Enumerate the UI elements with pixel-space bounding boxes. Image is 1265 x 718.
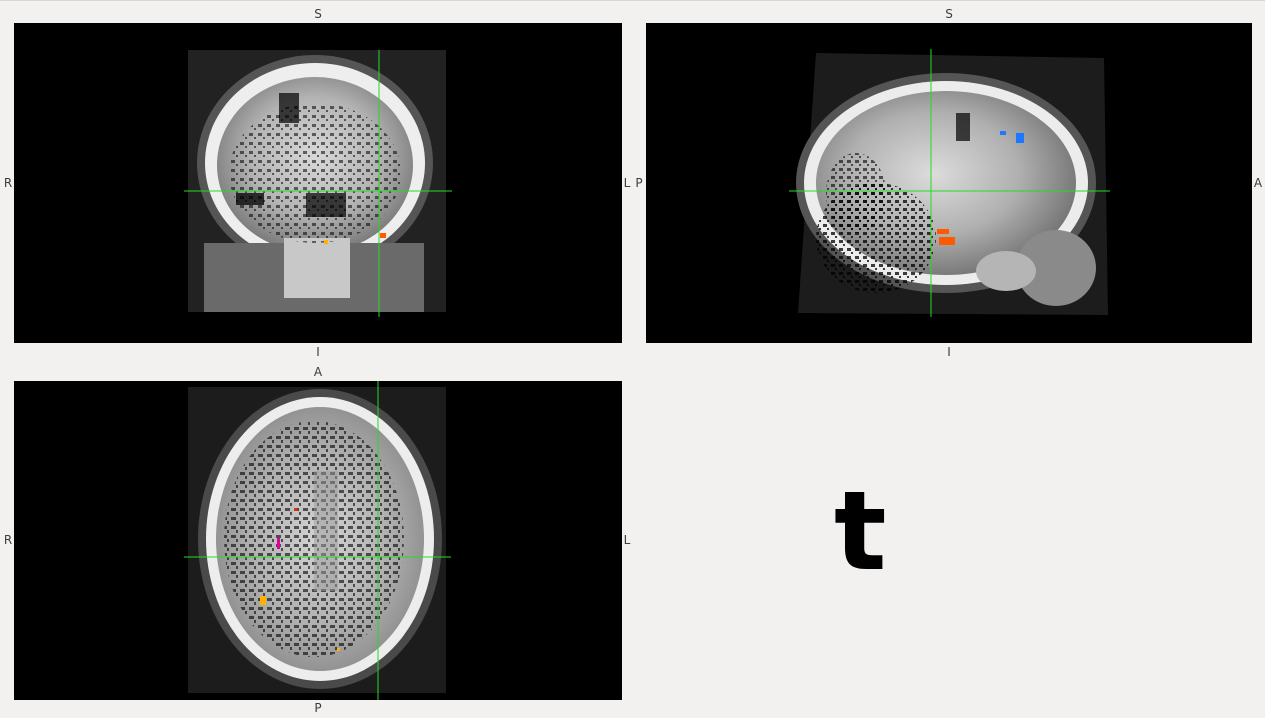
axial-view-canvas[interactable]	[14, 381, 622, 700]
sagittal-inferior-label: I	[947, 345, 951, 359]
sagittal-view-canvas[interactable]	[646, 23, 1252, 343]
sagittal-blob-blue-1	[1000, 131, 1006, 135]
coronal-blob-orange	[380, 233, 386, 238]
axial-blob-yellow-2	[337, 648, 340, 651]
sagittal-blob-orange-2	[939, 237, 955, 245]
coronal-inferior-label: I	[316, 345, 320, 359]
sagittal-superior-label: S	[945, 7, 953, 21]
sagittal-brain-image	[789, 49, 1110, 317]
coronal-brain-image	[184, 50, 452, 317]
axial-right-label: R	[3, 533, 13, 547]
overlay-name-label: t	[834, 467, 887, 595]
coronal-superior-label: S	[314, 7, 322, 21]
axial-blob-yellow-1	[260, 596, 266, 605]
coronal-left-label: L	[623, 176, 631, 190]
axial-brain-image	[184, 381, 451, 700]
coronal-blob-yellow	[324, 240, 328, 244]
coronal-view-canvas[interactable]	[14, 23, 622, 343]
axial-anterior-label: A	[313, 365, 323, 379]
axial-blob-magenta	[277, 538, 280, 549]
axial-left-label: L	[623, 533, 631, 547]
axial-posterior-label: P	[314, 701, 322, 715]
axial-blob-red	[294, 508, 297, 511]
sagittal-blob-orange-1	[937, 229, 949, 234]
sagittal-blob-blue-2	[1016, 133, 1024, 143]
coronal-right-label: R	[3, 176, 13, 190]
sagittal-posterior-label: P	[635, 176, 643, 190]
sagittal-anterior-label: A	[1253, 176, 1263, 190]
